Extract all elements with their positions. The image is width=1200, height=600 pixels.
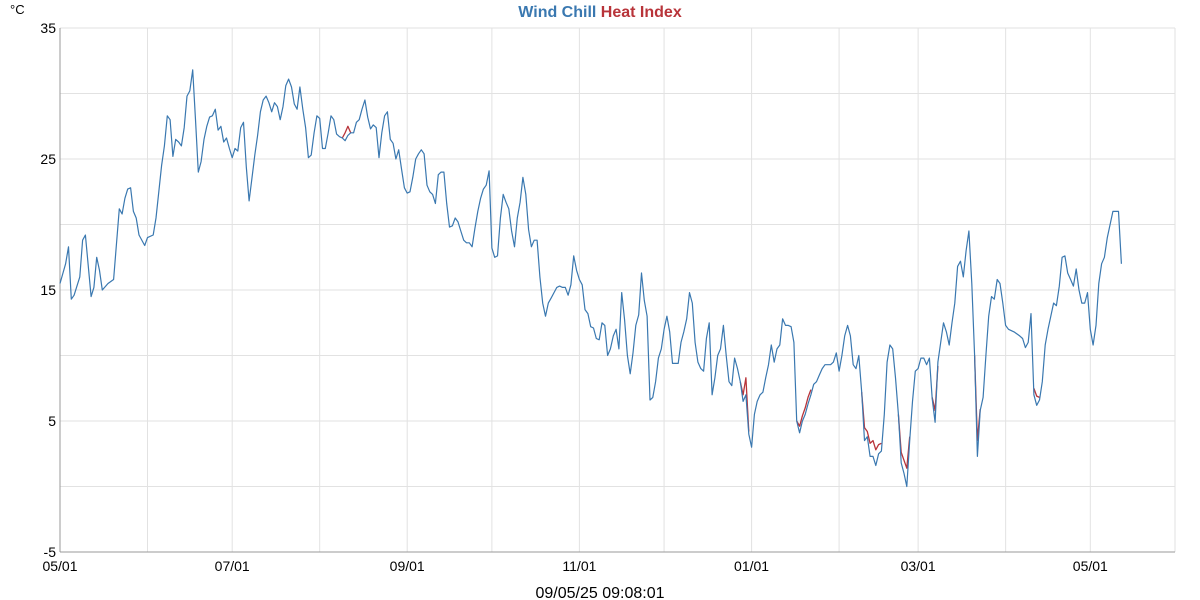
wind-chill-line bbox=[59, 69, 1122, 488]
chart-title: Wind Chill Heat Index bbox=[518, 4, 682, 21]
tick-labels: -5 5 15 25 35 05/01 07/01 09/01 11/01 01/01 03/01 0… bbox=[40, 20, 1108, 574]
legend-heat-index[interactable]: Heat Index bbox=[601, 4, 682, 21]
y-tick-label: -5 bbox=[44, 544, 57, 560]
y-axis-unit: °C bbox=[10, 2, 25, 17]
x-tick-label: 05/01 bbox=[1073, 558, 1108, 574]
y-tick-label: 25 bbox=[40, 151, 56, 167]
x-tick-label: 11/01 bbox=[562, 558, 596, 574]
heat-index-line bbox=[796, 389, 812, 427]
x-tick-label: 09/01 bbox=[390, 558, 425, 574]
x-tick-label: 07/01 bbox=[215, 558, 250, 574]
y-tick-label: 35 bbox=[40, 20, 56, 36]
heat-index-line bbox=[861, 392, 882, 451]
y-tick-label: 15 bbox=[40, 282, 56, 298]
x-tick-label: 01/01 bbox=[734, 558, 769, 574]
axis-layer bbox=[59, 28, 1175, 553]
y-tick-label: 5 bbox=[48, 413, 56, 429]
grid-layer bbox=[59, 27, 1176, 553]
heat-index-line bbox=[341, 125, 352, 139]
x-tick-label: 05/01 bbox=[42, 558, 77, 574]
footer-timestamp: 09/05/25 09:08:01 bbox=[535, 585, 664, 600]
heat-index-line bbox=[1033, 388, 1040, 398]
series-layer bbox=[59, 69, 1122, 488]
legend-wind-chill[interactable]: Wind Chill bbox=[518, 4, 596, 21]
x-tick-label: 03/01 bbox=[901, 558, 936, 574]
